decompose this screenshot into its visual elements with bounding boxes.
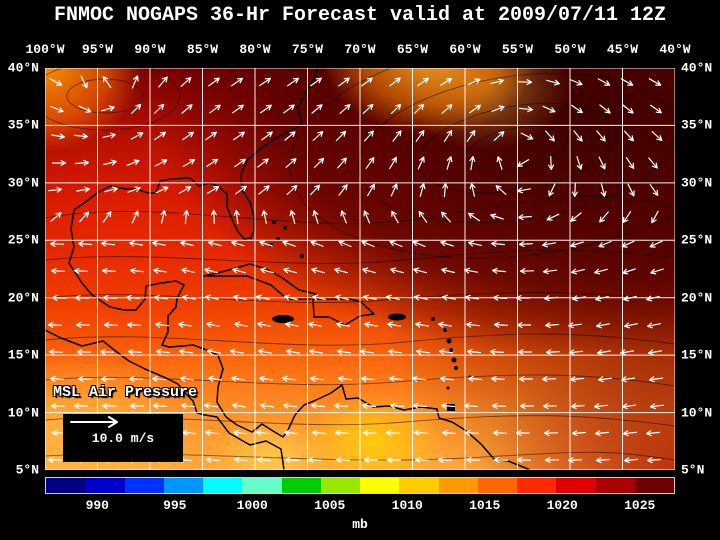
left-axis-latitude-labels: 40°N 35°N 30°N 25°N 20°N 15°N 10°N 5°N bbox=[0, 61, 42, 478]
colorbar-segment bbox=[634, 478, 674, 493]
latitude-tick-label: 5°N bbox=[15, 462, 39, 478]
colorbar-segment bbox=[46, 478, 86, 493]
longitude-tick-label: 45°W bbox=[606, 42, 639, 57]
wind-scale-legend: 10.0 m/s bbox=[63, 414, 183, 462]
longitude-tick-label: 95°W bbox=[81, 42, 114, 57]
latitude-tick-label: 25°N bbox=[7, 232, 39, 248]
colorbar-tick-label: 990 bbox=[85, 498, 109, 513]
right-axis-latitude-labels: 40°N 35°N 30°N 25°N 20°N 15°N 10°N 5°N bbox=[678, 61, 720, 478]
longitude-tick-label: 90°W bbox=[134, 42, 166, 57]
colorbar-segment bbox=[163, 478, 203, 493]
map-area: MSL Air Pressure 10.0 m/s bbox=[45, 68, 675, 470]
latitude-tick-label: 20°N bbox=[7, 290, 39, 306]
colorbar-tick-label: 1000 bbox=[236, 498, 268, 513]
colorbar-tick-label: 1025 bbox=[624, 498, 656, 513]
colorbar-segment bbox=[399, 478, 439, 493]
colorbar-segment bbox=[85, 478, 125, 493]
longitude-tick-label: 50°W bbox=[554, 42, 586, 57]
colorbar-segment bbox=[438, 478, 478, 493]
colorbar-segment bbox=[242, 478, 282, 493]
colorbar-tick-label: 1010 bbox=[391, 498, 423, 513]
colorbar-segment bbox=[477, 478, 517, 493]
longitude-tick-label: 65°W bbox=[396, 42, 429, 57]
field-label: MSL Air Pressure bbox=[53, 384, 198, 401]
latitude-tick-label: 40°N bbox=[681, 60, 713, 76]
colorbar-tick-label: 1005 bbox=[314, 498, 346, 513]
colorbar-segment bbox=[281, 478, 321, 493]
longitude-tick-label: 80°W bbox=[239, 42, 271, 57]
colorbar-ticks: 990 995 1000 1005 1010 1015 1020 1025 bbox=[45, 498, 675, 513]
colorbar bbox=[45, 477, 675, 494]
colorbar-segment bbox=[360, 478, 400, 493]
colorbar-segment bbox=[595, 478, 635, 493]
colorbar-unit-label: mb bbox=[352, 517, 368, 532]
page-title: FNMOC NOGAPS 36-Hr Forecast valid at 200… bbox=[53, 4, 667, 27]
latitude-tick-label: 40°N bbox=[7, 60, 39, 76]
wind-scale-arrow-icon bbox=[70, 416, 118, 428]
pressure-field-shading bbox=[45, 68, 675, 470]
colorbar-segment bbox=[320, 478, 360, 493]
top-axis-longitude-labels: 100°W 95°W 90°W 85°W 80°W 75°W 70°W 65°W 60°W 55°… bbox=[25, 42, 690, 58]
latitude-tick-label: 15°N bbox=[7, 347, 39, 363]
colorbar-segment bbox=[556, 478, 596, 493]
colorbar-segment bbox=[124, 478, 164, 493]
latitude-tick-label: 5°N bbox=[681, 462, 705, 478]
longitude-tick-label: 40°W bbox=[659, 42, 691, 57]
longitude-tick-label: 85°W bbox=[186, 42, 219, 57]
colorbar-tick-label: 1020 bbox=[546, 498, 578, 513]
latitude-tick-label: 20°N bbox=[681, 290, 713, 306]
longitude-tick-label: 75°W bbox=[291, 42, 324, 57]
latitude-tick-label: 30°N bbox=[7, 175, 39, 191]
latitude-tick-label: 15°N bbox=[681, 347, 713, 363]
colorbar-tick-label: 1015 bbox=[469, 498, 501, 513]
latitude-tick-label: 35°N bbox=[681, 117, 713, 133]
latitude-tick-label: 25°N bbox=[681, 232, 713, 248]
latitude-tick-label: 35°N bbox=[7, 117, 39, 133]
longitude-tick-label: 70°W bbox=[344, 42, 376, 57]
longitude-tick-label: 55°W bbox=[501, 42, 534, 57]
latitude-tick-label: 10°N bbox=[681, 405, 713, 421]
longitude-tick-label: 100°W bbox=[25, 42, 65, 57]
colorbar-segment bbox=[517, 478, 557, 493]
colorbar-segment bbox=[203, 478, 243, 493]
longitude-tick-label: 60°W bbox=[449, 42, 481, 57]
latitude-tick-label: 30°N bbox=[681, 175, 713, 191]
colorbar-tick-label: 995 bbox=[163, 498, 187, 513]
wind-scale-label: 10.0 m/s bbox=[91, 430, 155, 446]
latitude-tick-label: 10°N bbox=[7, 405, 39, 421]
